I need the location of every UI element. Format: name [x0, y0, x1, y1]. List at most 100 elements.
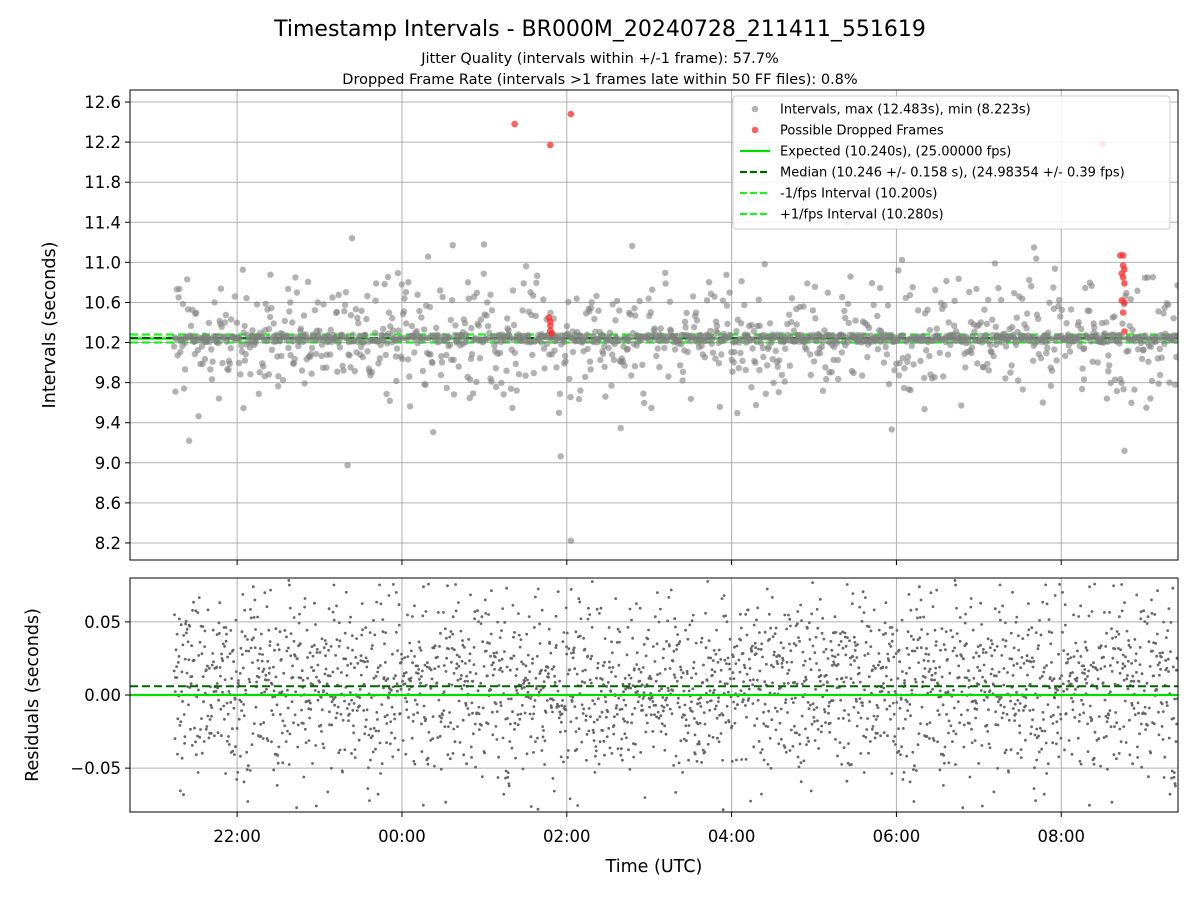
residual-point: [640, 704, 644, 707]
residual-point: [293, 713, 297, 717]
residual-point: [393, 736, 397, 740]
residual-point: [551, 777, 555, 780]
residual-point: [763, 680, 767, 684]
residual-point: [252, 636, 256, 640]
residual-point: [203, 629, 207, 633]
residual-point: [268, 666, 271, 670]
residual-point: [1155, 688, 1159, 692]
residual-point: [746, 608, 750, 612]
residual-point: [455, 667, 458, 670]
residual-point: [386, 677, 390, 681]
residual-point: [608, 666, 611, 669]
residual-point: [745, 715, 748, 719]
residual-point: [183, 735, 187, 739]
interval-point: [265, 325, 273, 332]
residual-point: [986, 730, 990, 733]
interval-point: [715, 360, 723, 367]
residual-point: [395, 682, 399, 686]
residual-point: [681, 771, 684, 774]
residual-point: [505, 665, 509, 669]
interval-point: [487, 291, 494, 298]
residual-point: [834, 738, 837, 741]
residual-point: [396, 649, 399, 652]
dropped-frame-point: [1119, 309, 1127, 316]
residual-point: [763, 702, 767, 706]
residual-point: [897, 749, 901, 753]
residual-point: [439, 767, 443, 771]
residual-point: [1068, 674, 1072, 678]
residual-point: [651, 645, 655, 648]
residual-point: [1136, 756, 1140, 759]
interval-point: [422, 381, 429, 388]
residual-point: [1158, 673, 1161, 677]
residual-point: [449, 630, 453, 633]
residual-point: [852, 681, 855, 684]
residual-point: [744, 613, 748, 616]
residual-point: [763, 630, 767, 634]
residual-point: [1038, 619, 1041, 622]
residual-point: [295, 806, 298, 810]
interval-point: [1128, 399, 1135, 406]
interval-point: [734, 409, 741, 417]
residual-point: [409, 676, 413, 680]
residual-point: [274, 627, 278, 631]
residual-point: [798, 742, 802, 746]
residual-point: [923, 675, 927, 679]
residual-point: [218, 632, 221, 635]
residual-point: [685, 672, 689, 675]
residual-point: [876, 706, 880, 709]
residual-point: [755, 678, 759, 682]
residual-point: [585, 733, 589, 736]
interval-point: [411, 349, 418, 356]
residual-point: [826, 657, 830, 660]
residual-point: [570, 651, 573, 655]
interval-point: [772, 347, 779, 355]
residual-point: [175, 632, 179, 636]
residual-point: [686, 731, 690, 735]
interval-point: [329, 294, 336, 301]
residual-point: [831, 699, 835, 702]
residual-point: [847, 713, 850, 716]
residual-point: [741, 700, 744, 704]
residuals-y-axis-label: Residuals (seconds): [23, 608, 43, 782]
residual-point: [217, 698, 221, 702]
interval-point: [405, 279, 412, 286]
residual-point: [624, 687, 627, 691]
interval-point: [1047, 382, 1055, 389]
interval-point: [819, 387, 827, 394]
dropped-frame-point: [511, 120, 518, 128]
residual-point: [1164, 636, 1168, 639]
residual-point: [876, 714, 879, 718]
residual-point: [975, 701, 978, 705]
residual-point: [589, 657, 593, 661]
interval-point: [730, 359, 737, 366]
residual-point: [890, 639, 894, 643]
residual-point: [322, 746, 326, 750]
residual-point: [1150, 612, 1154, 615]
residual-point: [696, 722, 700, 726]
residual-point: [755, 618, 758, 622]
residual-point: [537, 690, 541, 694]
residual-point: [877, 663, 880, 667]
residual-point: [262, 667, 266, 671]
residual-point: [350, 634, 354, 638]
residual-point: [495, 710, 499, 713]
residual-point: [574, 730, 578, 733]
residual-point: [1133, 638, 1137, 641]
residual-point: [1138, 732, 1141, 736]
interval-point: [631, 305, 638, 312]
residual-point: [572, 651, 576, 654]
residual-point: [291, 664, 294, 668]
residual-point: [687, 758, 690, 762]
interval-point: [416, 307, 423, 315]
interval-point: [616, 307, 623, 314]
interval-point: [389, 314, 396, 322]
residual-point: [477, 712, 481, 716]
interval-point: [583, 331, 591, 338]
interval-point: [449, 242, 456, 249]
residual-point: [796, 610, 800, 613]
residual-point: [294, 690, 298, 694]
residual-point: [416, 672, 420, 675]
residual-point: [185, 671, 189, 675]
interval-point: [895, 267, 902, 274]
